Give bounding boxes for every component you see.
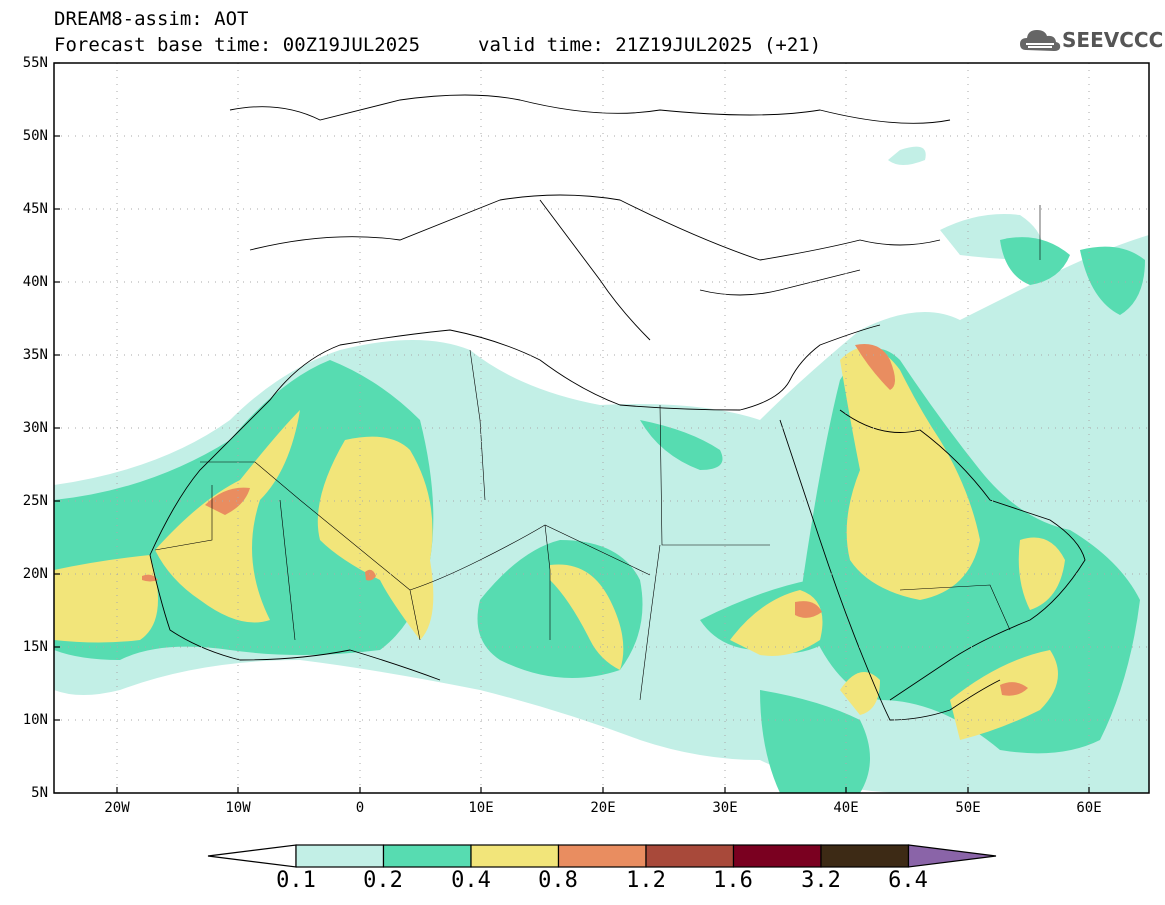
lon-label: 10W <box>225 800 251 816</box>
colorbar-label: 1.6 <box>713 868 753 893</box>
colorbar-label: 3.2 <box>801 868 841 893</box>
lon-label: 0 <box>355 800 365 816</box>
colorbar-arrow-high <box>907 844 997 868</box>
lon-label: 50E <box>955 800 981 816</box>
axis-ticks <box>54 62 1090 794</box>
lat-label: 55N <box>22 55 48 71</box>
lat-label: 50N <box>22 128 48 144</box>
coastlines <box>149 94 1086 721</box>
lat-label: 35N <box>22 347 48 363</box>
lon-label: 60E <box>1076 800 1102 816</box>
lon-label: 10E <box>468 800 494 816</box>
seevccc-logo: SEEVCCC <box>1018 24 1163 58</box>
colorbar-label: 0.1 <box>276 868 316 893</box>
colorbar <box>207 844 997 868</box>
lat-label: 25N <box>22 493 48 509</box>
colorbar-label: 6.4 <box>888 868 928 893</box>
borders <box>154 205 1041 701</box>
map-title: DREAM8-assim: AOT <box>54 8 249 30</box>
colorbar-segment <box>382 844 472 868</box>
colorbar-segment <box>557 844 647 868</box>
colorbar-label: 0.2 <box>363 868 403 893</box>
colorbar-label: 1.2 <box>626 868 666 893</box>
lat-label: 40N <box>22 274 48 290</box>
cloud-icon <box>1020 30 1061 51</box>
lon-label: 40E <box>833 800 859 816</box>
colorbar-arrow-low <box>207 844 297 868</box>
aot-field <box>54 63 1149 793</box>
lat-label: 5N <box>31 785 48 801</box>
colorbar-segment <box>820 844 910 868</box>
colorbar-segment <box>295 844 385 868</box>
lat-label: 45N <box>22 201 48 217</box>
colorbar-label: 0.4 <box>451 868 491 893</box>
logo-text: SEEVCCC <box>1062 28 1164 52</box>
graticule <box>54 63 1149 793</box>
colorbar-segment <box>645 844 735 868</box>
colorbar-segment <box>732 844 822 868</box>
lon-label: 30E <box>712 800 738 816</box>
lat-label: 15N <box>22 639 48 655</box>
colorbar-segment <box>470 844 560 868</box>
colorbar-label: 0.8 <box>538 868 578 893</box>
lat-label: 20N <box>22 566 48 582</box>
lon-label: 20W <box>104 800 130 816</box>
lat-label: 30N <box>22 420 48 436</box>
forecast-base-time: Forecast base time: 00Z19JUL2025 <box>54 34 421 56</box>
lat-label: 10N <box>22 712 48 728</box>
lon-label: 20E <box>590 800 616 816</box>
valid-time: valid time: 21Z19JUL2025 (+21) <box>478 34 822 56</box>
